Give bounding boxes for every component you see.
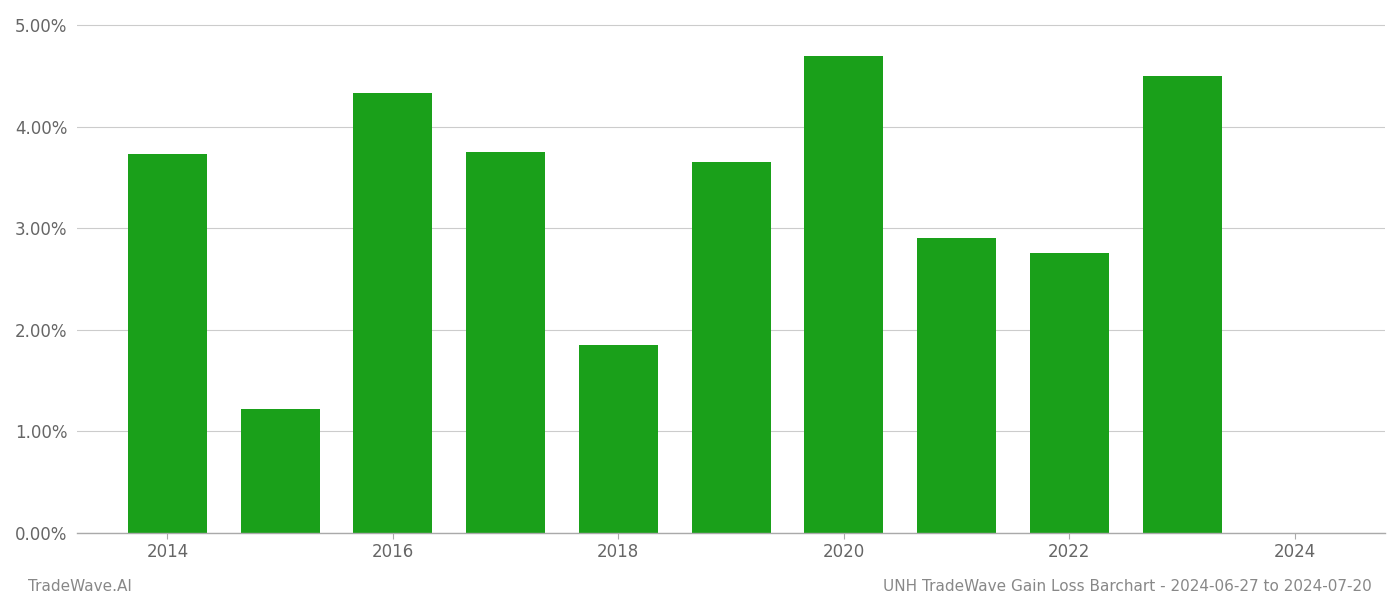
Bar [580,345,658,533]
Bar [1030,253,1109,533]
Bar [353,93,433,533]
Bar [1142,76,1222,533]
Text: TradeWave.AI: TradeWave.AI [28,579,132,594]
Bar [127,154,207,533]
Bar [241,409,319,533]
Bar [805,56,883,533]
Bar [692,162,770,533]
Bar [466,152,545,533]
Bar [917,238,995,533]
Text: UNH TradeWave Gain Loss Barchart - 2024-06-27 to 2024-07-20: UNH TradeWave Gain Loss Barchart - 2024-… [883,579,1372,594]
